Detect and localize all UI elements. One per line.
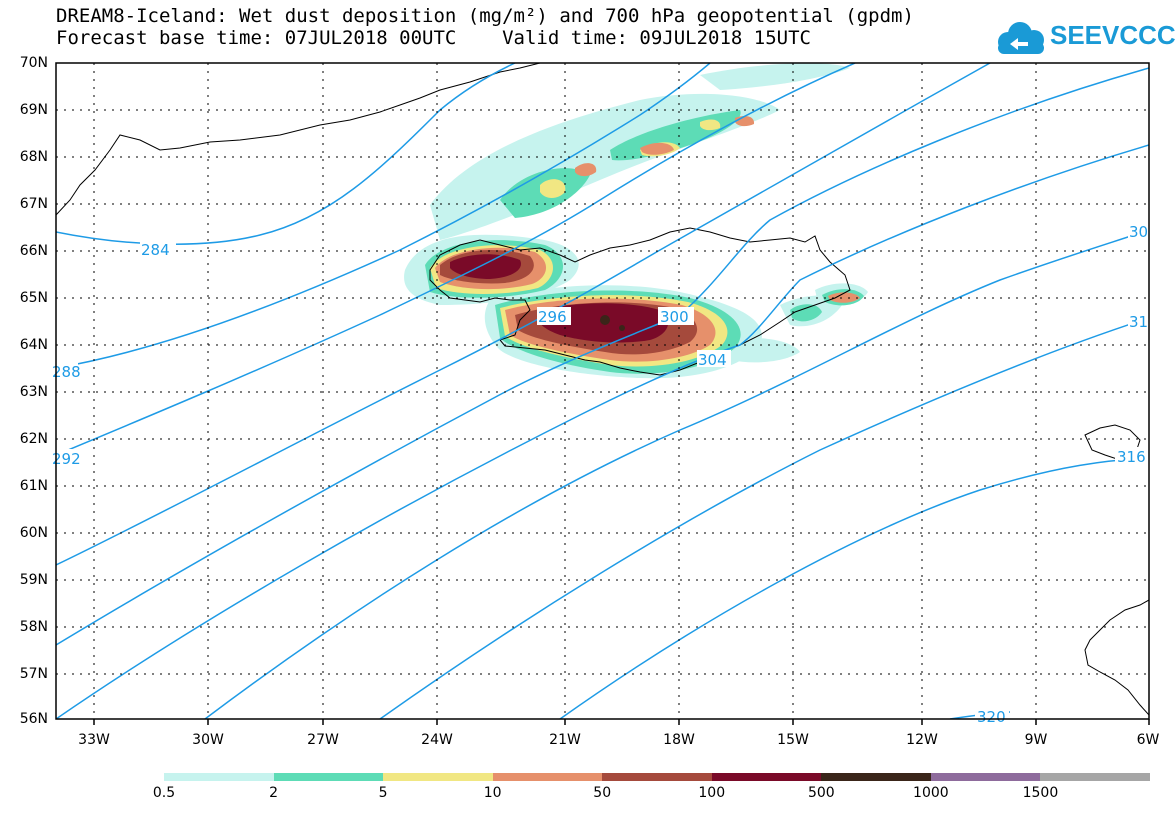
map-frame <box>55 62 1150 720</box>
axis-ticks <box>93 719 1150 725</box>
legend-swatch <box>383 773 494 781</box>
lat-label: 65N <box>19 290 48 306</box>
lat-label: 58N <box>19 619 48 635</box>
contour-label: 288 <box>52 363 81 381</box>
legend-label: 5 <box>378 785 388 801</box>
map-subtitle: Forecast base time: 07JUL2018 00UTC Vali… <box>56 27 811 49</box>
legend-colorbar <box>164 773 1151 781</box>
contour-label: 296 <box>538 308 567 326</box>
logo-text: SEEVCCC <box>1050 20 1175 50</box>
legend-swatch <box>930 773 1041 781</box>
lon-label: 30W <box>192 732 224 748</box>
legend-label: 500 <box>807 785 835 801</box>
contour-label: 320 <box>977 708 1006 726</box>
contour-label: 300 <box>660 308 689 326</box>
legend-label: 2 <box>269 785 278 801</box>
lat-label: 64N <box>19 337 48 353</box>
lat-label: 63N <box>19 384 48 400</box>
lon-label: 12W <box>906 732 938 748</box>
legend-swatch <box>1040 773 1151 781</box>
legend-swatch <box>711 773 822 781</box>
legend-swatch <box>602 773 713 781</box>
cloud-logo-icon <box>998 22 1044 54</box>
legend-swatch <box>492 773 603 781</box>
lon-label: 21W <box>549 732 581 748</box>
legend-swatch <box>164 773 275 781</box>
graticule <box>56 63 1149 719</box>
contour-label: 284 <box>141 241 170 259</box>
lon-label: 15W <box>777 732 809 748</box>
lon-label: 27W <box>307 732 339 748</box>
legend-label: 0.5 <box>152 785 176 801</box>
contour-label: 292 <box>52 450 81 468</box>
contour-label: 30 <box>1129 223 1148 241</box>
legend-swatch <box>821 773 932 781</box>
lat-label: 68N <box>19 149 48 165</box>
contour-label: 304 <box>698 351 727 369</box>
legend-label: 50 <box>593 785 612 801</box>
legend-label: 10 <box>483 785 502 801</box>
lat-label: 61N <box>19 478 48 494</box>
lon-label: 6W <box>1136 732 1160 748</box>
lat-label: 69N <box>19 102 48 118</box>
lat-label: 56N <box>19 711 48 727</box>
map-title: DREAM8-Iceland: Wet dust deposition (mg/… <box>56 5 914 27</box>
lon-label: 9W <box>1024 732 1048 748</box>
dust-deposition-shading <box>404 63 868 379</box>
lat-label: 59N <box>19 572 48 588</box>
lat-label: 60N <box>19 525 48 541</box>
lat-label: 57N <box>19 666 48 682</box>
lat-label: 62N <box>19 431 48 447</box>
lon-label: 24W <box>421 732 453 748</box>
lon-label: 33W <box>78 732 110 748</box>
legend-label: 1500 <box>1022 785 1059 801</box>
lat-label: 67N <box>19 196 48 212</box>
contour-label: 31 <box>1129 313 1148 331</box>
lat-label: 70N <box>19 55 48 71</box>
legend-label: 100 <box>698 785 726 801</box>
legend-swatch <box>273 773 384 781</box>
contour-label: 316 <box>1117 448 1146 466</box>
legend-label: 1000 <box>913 785 949 801</box>
lon-label: 18W <box>663 732 695 748</box>
lat-label: 66N <box>19 243 48 259</box>
